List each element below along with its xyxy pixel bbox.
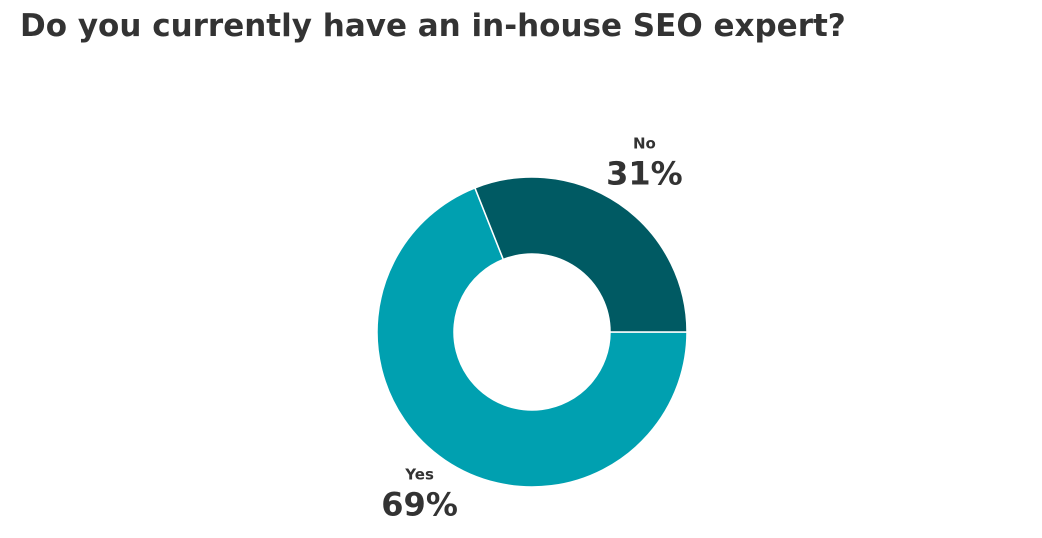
slice [473, 176, 688, 333]
chart-title: Do you currently have an in-house SEO ex… [20, 8, 846, 44]
slice [376, 186, 688, 488]
slice-label: 69% [381, 485, 458, 523]
slice-name: Yes [404, 465, 434, 483]
slice-name: No [633, 135, 656, 153]
slice-label: 31% [606, 155, 683, 193]
